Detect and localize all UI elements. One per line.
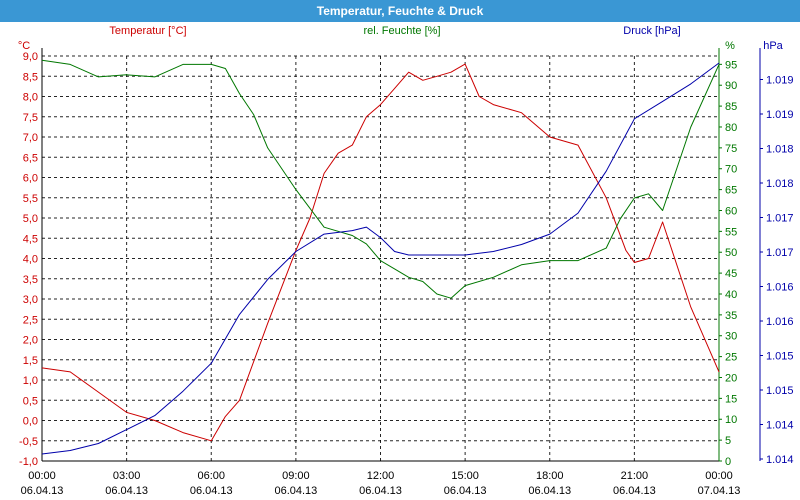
humidity-tick-label: 80	[725, 122, 737, 134]
x-tick-date: 06.04.13	[613, 485, 656, 497]
temp-tick-label: 2,0	[23, 335, 38, 347]
humidity-tick-label: 95	[725, 59, 737, 71]
temp-tick-label: 8,5	[23, 71, 38, 83]
pressure-tick-label: 1.016	[766, 316, 794, 328]
humidity-line	[41, 59, 720, 299]
temp-tick-label: 4,0	[23, 254, 38, 266]
x-tick-time: 18:00	[536, 470, 564, 482]
humidity-tick-label: 45	[725, 268, 737, 280]
pressure-tick-label: 1.018	[766, 144, 794, 156]
temp-tick-label: 5,0	[23, 213, 38, 225]
pressure-line	[41, 62, 720, 455]
temp-tick-label: 7,5	[23, 112, 38, 124]
humidity-unit: %	[725, 40, 735, 52]
temp-tick-label: 9,0	[23, 51, 38, 63]
x-tick-time: 12:00	[367, 470, 395, 482]
grid	[41, 55, 720, 462]
temp-tick-label: 7,0	[23, 132, 38, 144]
temp-tick-label: 4,5	[23, 233, 38, 245]
x-tick-date: 06.04.13	[274, 485, 317, 497]
humidity-tick-label: 35	[725, 310, 737, 322]
x-tick-date: 06.04.13	[190, 485, 233, 497]
x-tick-time: 00:00	[705, 470, 733, 482]
humidity-tick-label: 90	[725, 80, 737, 92]
series-lines	[41, 59, 720, 455]
x-tick-time: 00:00	[28, 470, 56, 482]
temp-tick-label: 6,0	[23, 173, 38, 185]
humidity-tick-label: 65	[725, 185, 737, 197]
temp-tick-label: 6,5	[23, 152, 38, 164]
humidity-tick-label: 20	[725, 372, 737, 384]
humidity-tick-label: 75	[725, 143, 737, 155]
humidity-tick-label: 10	[725, 414, 737, 426]
x-tick-date: 06.04.13	[359, 485, 402, 497]
temp-tick-label: 2,5	[23, 314, 38, 326]
temp-tick-label: 1,0	[23, 375, 38, 387]
pressure-tick-label: 1.016	[766, 282, 794, 294]
humidity-tick-label: 50	[725, 247, 737, 259]
temp-tick-label: 1,5	[23, 355, 38, 367]
pressure-tick-label: 1.015	[766, 385, 794, 397]
temp-tick-label: 0,5	[23, 395, 38, 407]
humidity-tick-label: 30	[725, 331, 737, 343]
humidity-tick-label: 55	[725, 226, 737, 238]
x-tick-time: 15:00	[451, 470, 479, 482]
pressure-tick-label: 1.017	[766, 213, 794, 225]
temperature-axis-title: Temperatur [°C]	[109, 25, 186, 37]
humidity-tick-label: 5	[725, 435, 731, 447]
pressure-tick-label: 1.018	[766, 178, 794, 190]
pressure-tick-label: 1.014	[766, 454, 794, 466]
x-tick-date: 06.04.13	[105, 485, 148, 497]
humidity-tick-label: 85	[725, 101, 737, 113]
pressure-tick-label: 1.019	[766, 109, 794, 121]
humidity-tick-label: 60	[725, 205, 737, 217]
x-tick-time: 03:00	[113, 470, 141, 482]
temp-tick-label: 3,5	[23, 274, 38, 286]
pressure-tick-label: 1.014	[766, 420, 794, 432]
humidity-tick-label: 40	[725, 289, 737, 301]
x-tick-date: 07.04.13	[698, 485, 741, 497]
temp-tick-label: 3,0	[23, 294, 38, 306]
x-tick-date: 06.04.13	[21, 485, 64, 497]
axis-labels: -1,0 -0,5 0,0 0,5 1,0 1,5 2,0 2,5 3,0 3,5 4,0 4,5 5,…	[18, 25, 794, 497]
x-tick-time: 09:00	[282, 470, 310, 482]
temp-tick-label: 5,5	[23, 193, 38, 205]
humidity-axis-title: rel. Feuchte [%]	[363, 25, 440, 37]
temp-tick-label: -1,0	[19, 456, 38, 468]
temp-tick-label: 8,0	[23, 92, 38, 104]
x-tick-date: 06.04.13	[528, 485, 571, 497]
pressure-axis-title: Druck [hPa]	[623, 25, 680, 37]
chart-title: Temperatur, Feuchte & Druck	[0, 0, 800, 22]
pressure-tick-label: 1.019	[766, 75, 794, 87]
temp-tick-label: -0,5	[19, 436, 38, 448]
pressure-unit: hPa	[763, 40, 783, 52]
x-tick-date: 06.04.13	[444, 485, 487, 497]
humidity-tick-label: 70	[725, 164, 737, 176]
humidity-tick-label: 15	[725, 393, 737, 405]
axes	[41, 48, 763, 462]
x-tick-time: 06:00	[197, 470, 225, 482]
humidity-tick-label: 25	[725, 352, 737, 364]
pressure-tick-label: 1.015	[766, 351, 794, 363]
temp-tick-label: 0,0	[23, 416, 38, 428]
pressure-tick-label: 1.017	[766, 247, 794, 259]
temperature-line	[41, 63, 720, 442]
temperature-unit: °C	[18, 40, 30, 52]
humidity-tick-label: 0	[725, 456, 731, 468]
x-tick-time: 21:00	[621, 470, 649, 482]
